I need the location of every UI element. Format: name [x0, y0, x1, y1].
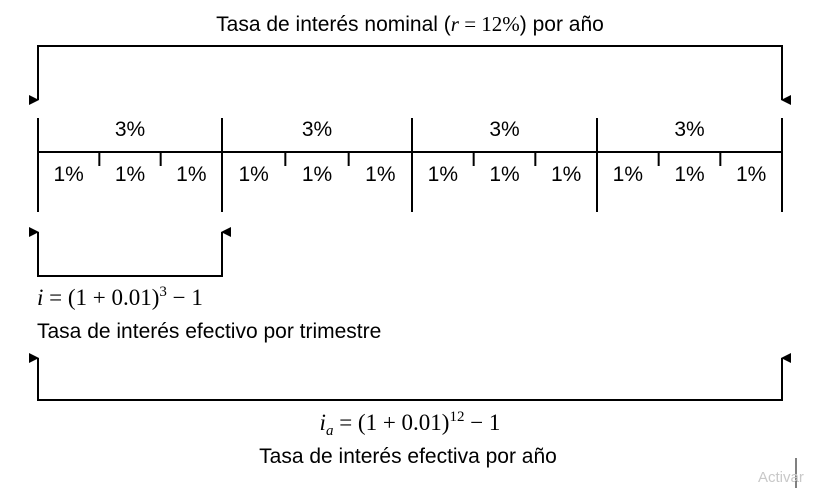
month-ticks — [98, 152, 722, 166]
month-rate-label: 1% — [302, 163, 332, 186]
month-rate-label: 1% — [674, 163, 704, 186]
quarter-rate-label: 3% — [489, 118, 519, 141]
month-rate-label: 1% — [176, 163, 206, 186]
quarter-effective-bracket — [29, 227, 231, 277]
annual-formula: ia = (1 + 0.01)12 − 1 — [320, 409, 501, 439]
quarter-bracket-line — [29, 227, 231, 277]
month-rate-label: 1% — [489, 163, 519, 186]
activation-watermark: Activar — [758, 469, 804, 486]
quarter-formula: i = (1 + 0.01)3 − 1 — [37, 284, 203, 310]
month-rate-label: 1% — [613, 163, 643, 186]
quarter-rate-label: 3% — [115, 118, 145, 141]
month-rate-label: 1% — [53, 163, 83, 186]
nominal-bracket-line — [29, 45, 791, 105]
timeline — [37, 118, 783, 212]
nominal-rate-label: Tasa de interés nominal (r = 12%) por añ… — [216, 12, 604, 36]
month-rate-label: 1% — [238, 163, 268, 186]
quarter-caption: Tasa de interés efectivo por trimestre — [37, 320, 381, 343]
annual-bracket-line — [29, 353, 791, 401]
quarter-dividers — [37, 118, 783, 212]
nominal-rate-bracket — [29, 45, 791, 105]
quarter-rate-label: 3% — [302, 118, 332, 141]
month-labels: 1% 1% 1% 1% 1% 1% 1% 1% 1% 1% 1% 1% — [53, 163, 766, 186]
month-rate-label: 1% — [736, 163, 766, 186]
month-rate-label: 1% — [551, 163, 581, 186]
month-rate-label: 1% — [428, 163, 458, 186]
quarter-labels: 3% 3% 3% 3% — [115, 118, 705, 141]
quarter-rate-label: 3% — [674, 118, 704, 141]
month-rate-label: 1% — [115, 163, 145, 186]
annual-effective-bracket — [29, 353, 791, 401]
annual-caption: Tasa de interés efectiva por año — [259, 445, 557, 468]
month-rate-label: 1% — [365, 163, 395, 186]
